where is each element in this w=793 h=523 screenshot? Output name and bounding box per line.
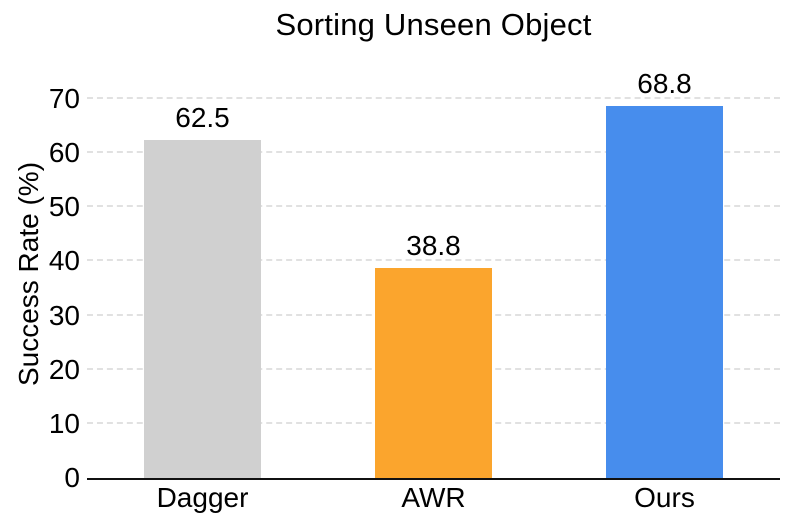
gridline [87,259,780,262]
y-axis-tick-labels: 0 10 20 30 40 50 60 70 [0,72,80,492]
x-category-label: Dagger [156,482,249,513]
x-axis-category-labels: Dagger AWR Ours [87,484,780,512]
y-tick-label: 70 [48,83,80,115]
y-tick-label: 50 [48,191,80,223]
bar-slot: 68.8 [549,67,780,478]
bar-slot: 62.5 [87,72,318,478]
y-tick-label: 0 [64,462,80,493]
y-tick-label: 20 [48,353,80,385]
plot-area: 62.5 38.8 68.8 [87,67,780,480]
bar-value-label: 38.8 [406,229,461,261]
chart-title: Sorting Unseen Object [275,7,592,42]
y-tick-label: 40 [48,245,80,277]
y-tick-label: 10 [48,407,80,439]
bar-slot: 38.8 [318,72,549,478]
bar-ours [606,105,723,478]
bar-awr [375,267,492,478]
bar-value-label: 68.8 [637,67,692,99]
y-tick-label: 30 [48,299,80,331]
bar-value-label: 62.5 [175,101,230,133]
x-category-label: Ours [634,482,695,513]
y-tick-label: 60 [48,137,80,169]
gridline [87,97,780,100]
bar-dagger [144,139,261,478]
gridline [87,151,780,154]
gridline [87,205,780,208]
x-category-label: AWR [401,482,466,513]
